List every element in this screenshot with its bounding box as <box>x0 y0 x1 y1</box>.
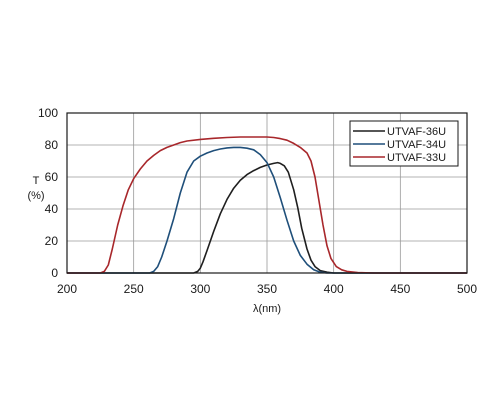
x-tick-label: 250 <box>124 282 144 296</box>
x-axis-title: λ(nm) <box>253 303 281 315</box>
x-tick-label: 450 <box>390 282 410 296</box>
y-axis-title-line-1: T <box>33 175 40 187</box>
y-tick-label: 0 <box>51 266 58 280</box>
plot-frame <box>66 112 468 274</box>
x-tick-label: 500 <box>457 282 477 296</box>
tick-labels: 200 250 300 350 400 450 500 0 20 40 60 80 100 <box>38 106 477 296</box>
legend-box <box>349 120 459 167</box>
y-axis-title-line-2: (%) <box>27 190 44 202</box>
y-tick-label: 40 <box>45 202 59 216</box>
legend-label-1: UTVAF-36U <box>387 126 446 138</box>
series-lines <box>67 136 467 274</box>
series-line-2 <box>67 146 467 274</box>
y-tick-label: 100 <box>38 106 58 120</box>
y-tick-label: 20 <box>45 234 59 248</box>
y-tick-label: 80 <box>45 138 59 152</box>
x-tick-label: 350 <box>257 282 277 296</box>
x-tick-label: 300 <box>190 282 210 296</box>
y-tick-label: 60 <box>45 170 59 184</box>
series-line-1 <box>67 161 467 274</box>
x-tick-label: 200 <box>57 282 77 296</box>
x-tick-label: 400 <box>324 282 344 296</box>
legend: UTVAF-36U UTVAF-34U UTVAF-33U <box>349 120 459 167</box>
legend-label-3: UTVAF-33U <box>387 152 446 164</box>
series-line-3 <box>67 136 467 274</box>
legend-label-2: UTVAF-34U <box>387 139 446 151</box>
